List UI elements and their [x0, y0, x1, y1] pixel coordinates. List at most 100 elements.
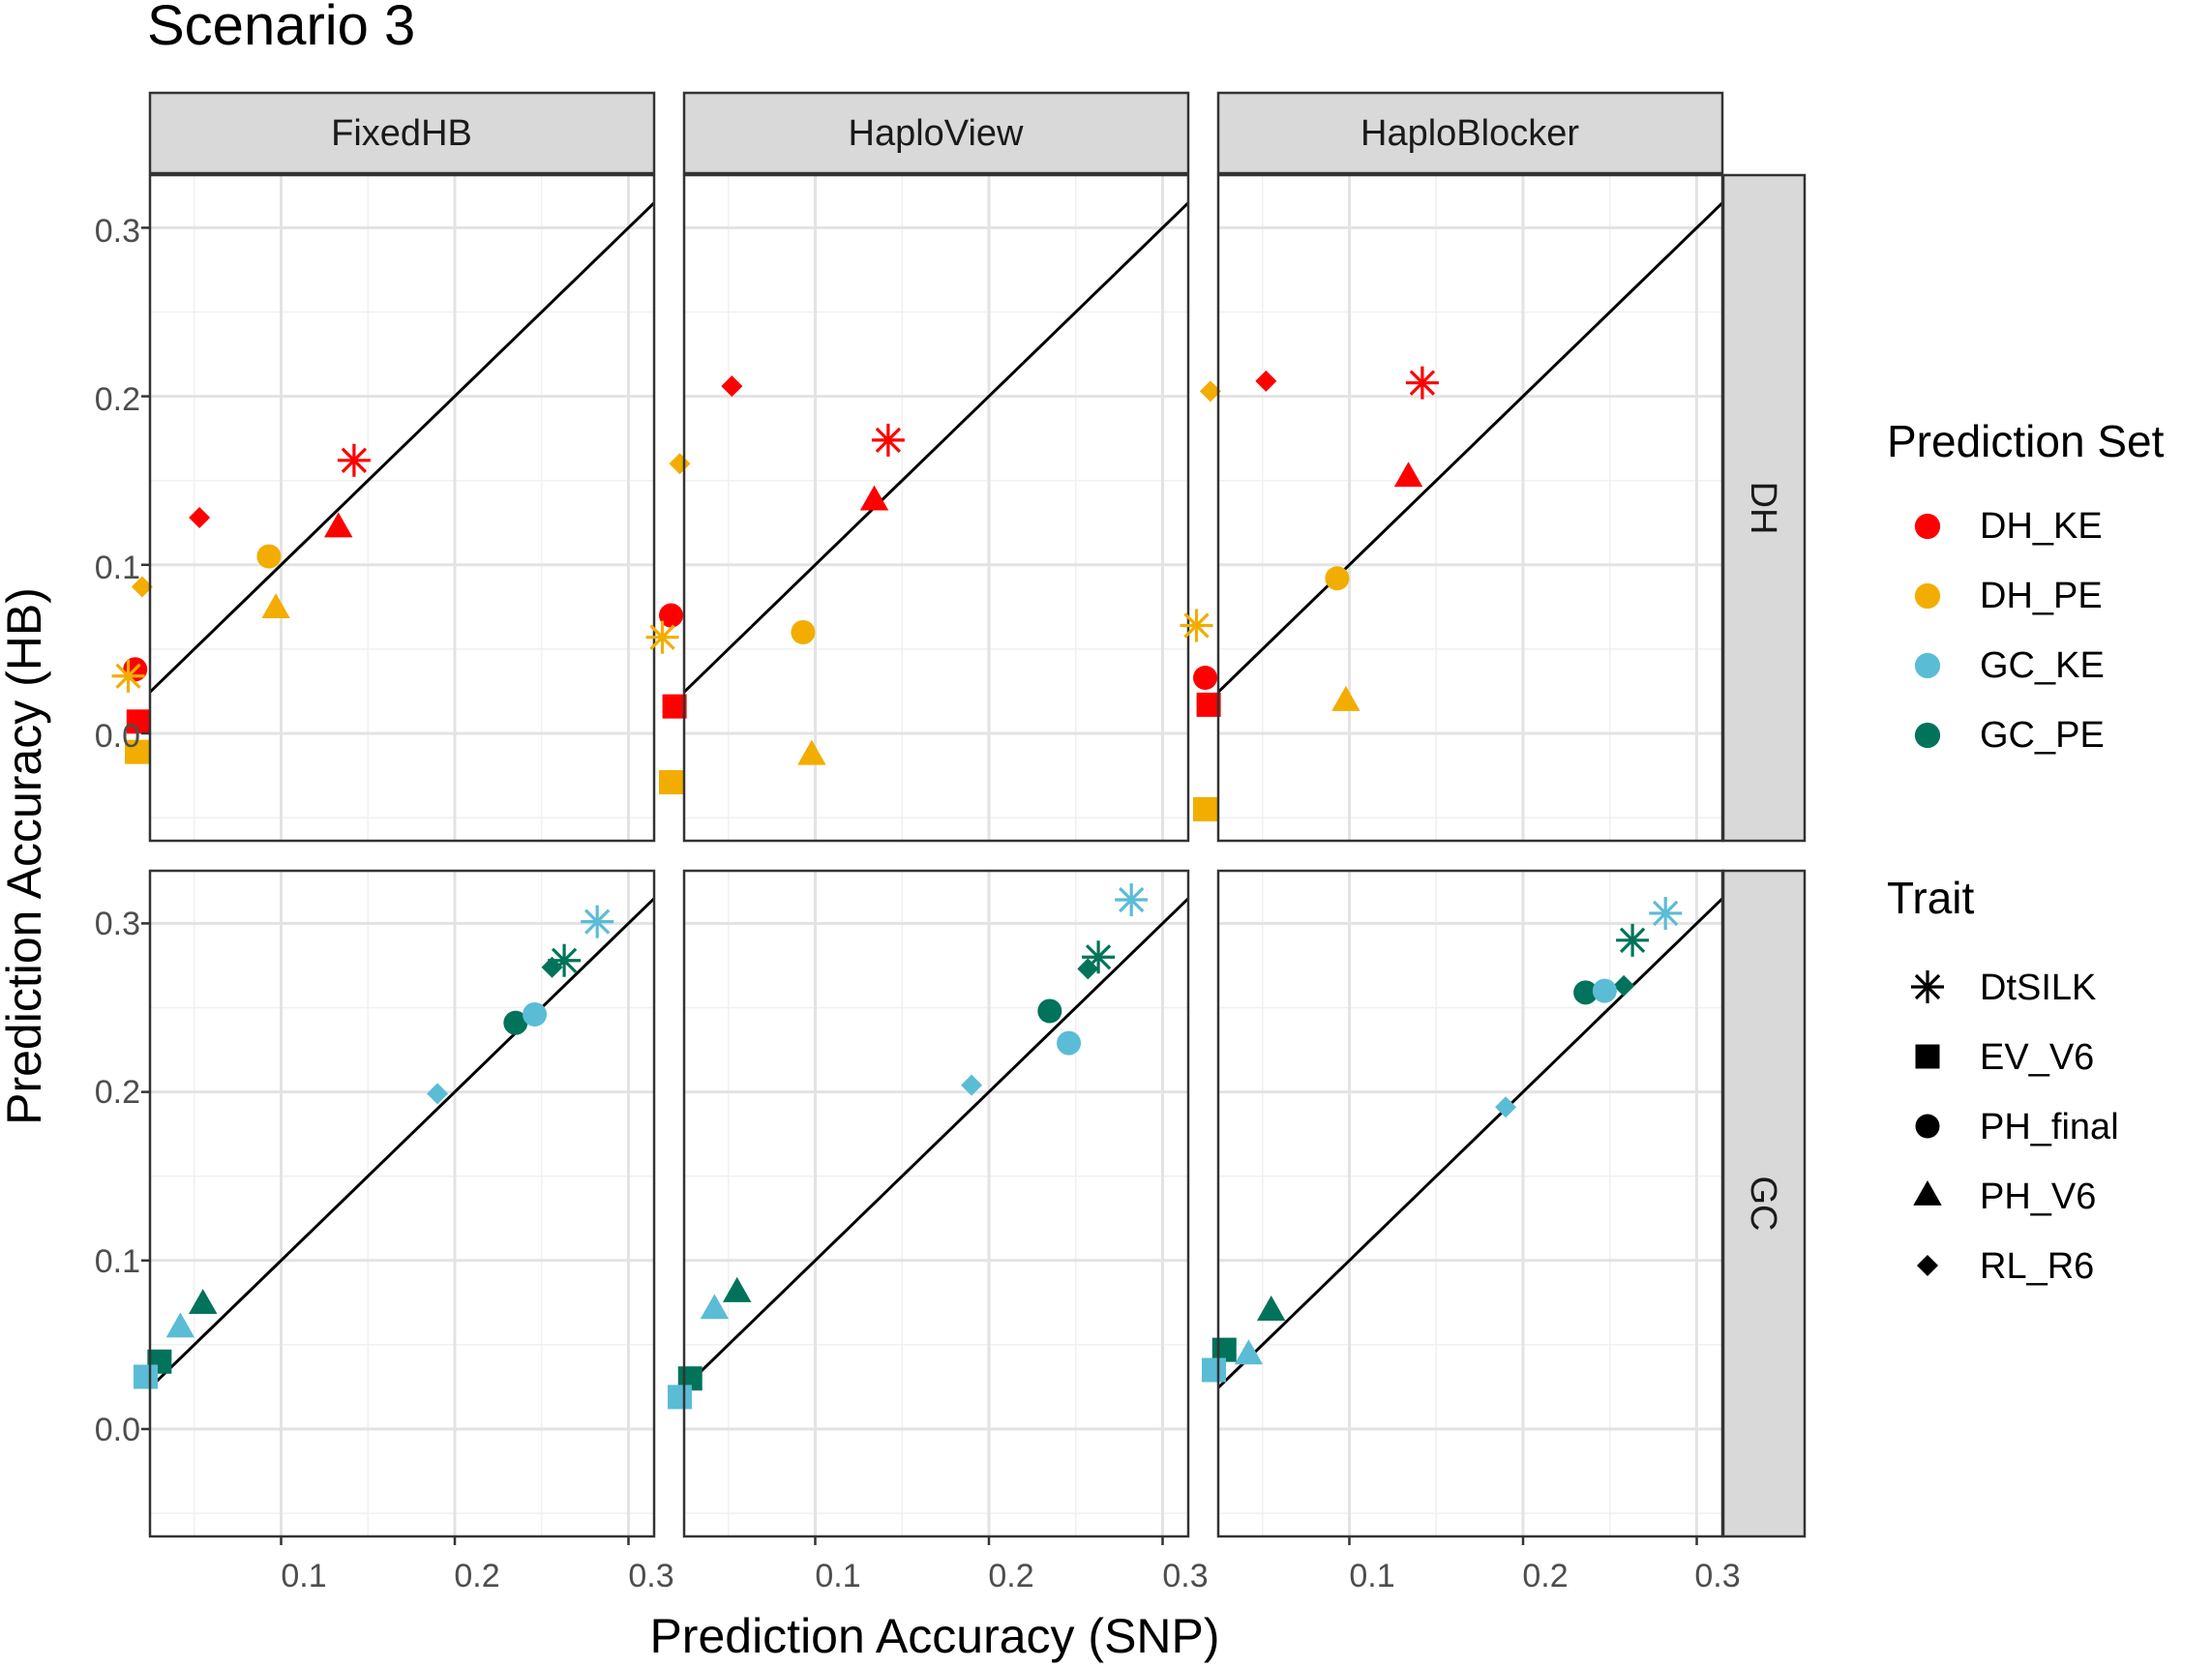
x-tick-label: 0.2 — [454, 1558, 499, 1594]
point-gc_ke-ph_v6 — [1234, 1339, 1264, 1365]
x-tick-label: 0.3 — [1162, 1558, 1208, 1594]
point-gc_ke-rl_r6 — [1495, 1096, 1517, 1118]
point-dh_pe-ph_v6 — [1331, 685, 1360, 711]
point-gc_pe-dtsilk — [1082, 940, 1116, 974]
point-gc_ke-ph_final — [1057, 1030, 1082, 1056]
y-tick-label: 0.2 — [95, 381, 140, 418]
panel-border — [682, 869, 1190, 1538]
gridlines — [1218, 871, 1722, 1536]
strip-label-haploblocker: HaploBlocker — [1360, 113, 1579, 154]
point-gc_ke-dtsilk — [581, 905, 614, 938]
point-dh_pe-rl_r6 — [1199, 380, 1221, 402]
y-tick-label: 0.0 — [95, 1412, 140, 1448]
panel-haploview-gc — [667, 869, 1190, 1545]
identity-line — [684, 200, 1188, 695]
x-tick-label: 0.2 — [988, 1558, 1033, 1594]
legend-label-ph-final: PH_final — [1980, 1107, 2119, 1147]
x-tick-label: 0.1 — [281, 1558, 326, 1594]
x-axis-title: Prediction Accuracy (SNP) — [649, 1609, 1219, 1663]
strip-row-1 — [1721, 173, 1807, 843]
strip-col-3 — [1216, 91, 1724, 175]
panel-border — [148, 173, 656, 843]
legend-label-ev-v6: EV_V6 — [1980, 1037, 2094, 1078]
marker-stroke — [115, 663, 141, 689]
strip-label-gc: GC — [1743, 1177, 1783, 1232]
gridlines — [150, 871, 654, 1536]
marker-stroke — [584, 908, 611, 935]
point-gc_ke-rl_r6 — [427, 1083, 449, 1105]
point-dh_ke-ph_v6 — [324, 512, 353, 538]
x-tick-label: 0.3 — [628, 1558, 673, 1594]
marker-stroke — [1119, 886, 1145, 913]
legend-key-ph_v6 — [1913, 1180, 1942, 1206]
point-dh_pe-dtsilk — [111, 659, 145, 693]
marker-stroke — [1183, 612, 1210, 639]
point-gc_ke-rl_r6 — [961, 1074, 983, 1096]
y-tick-label: 0.3 — [95, 906, 140, 942]
point-gc_ke-ev_v6 — [667, 1385, 692, 1410]
x-tick-label: 0.1 — [815, 1558, 860, 1594]
point-dh_ke-dtsilk — [871, 423, 905, 457]
legend-key-dh_ke — [1914, 513, 1941, 540]
legend: Prediction Set DH_KE DH_PE GC_KE GC_PE T… — [1887, 416, 2165, 1287]
y-tick-label: 0.3 — [95, 213, 140, 250]
y-tick-label: 0.0 — [95, 718, 140, 755]
point-gc_pe-ph_final — [503, 1010, 528, 1035]
marker-stroke — [341, 447, 368, 473]
marker-stroke — [1653, 900, 1679, 927]
scatter-points — [1180, 366, 1439, 821]
strip-col-2 — [682, 91, 1190, 175]
point-dh_pe-rl_r6 — [131, 576, 153, 598]
legend-label-dh-pe: DH_PE — [1980, 576, 2103, 616]
y-tick-label: 0.1 — [95, 1243, 140, 1280]
point-dh_ke-ph_final — [659, 603, 684, 628]
legend-label-dh-ke: DH_KE — [1980, 506, 2103, 547]
scatter-points — [667, 883, 1149, 1410]
panel-border — [1216, 173, 1724, 843]
panel-border — [148, 869, 656, 1538]
point-dh_ke-dtsilk — [1405, 366, 1439, 400]
point-dh_ke-ev_v6 — [1196, 692, 1221, 717]
panel-fixedhb-dh — [111, 173, 656, 843]
point-gc_pe-ph_v6 — [723, 1276, 752, 1302]
chart-title: Scenario 3 — [147, 0, 415, 57]
identity-line — [1218, 896, 1722, 1390]
scatter-points — [1201, 896, 1683, 1383]
point-gc_ke-ph_final — [523, 1001, 548, 1027]
point-gc_pe-rl_r6 — [1077, 958, 1099, 980]
point-dh_ke-rl_r6 — [189, 507, 211, 529]
point-dh_ke-ph_v6 — [859, 485, 889, 511]
identity-line — [684, 896, 1188, 1390]
axis-tick-labels: 0.3 0.2 0.1 0.0 0.3 0.2 0.1 0.0 0.1 0.2 … — [95, 213, 1741, 1594]
legend-label-rl-r6: RL_R6 — [1980, 1246, 2094, 1287]
panels-layer — [111, 173, 1724, 1545]
gridlines — [150, 175, 654, 841]
legend-title-trait: Trait — [1887, 873, 1975, 923]
strip-label-fixedhb: FixedHB — [331, 113, 472, 154]
y-axis-title: Prediction Accuracy (HB) — [0, 587, 51, 1125]
point-dh_ke-ev_v6 — [662, 694, 687, 719]
legend-key-ph_final — [1915, 1114, 1940, 1139]
marker-stroke — [1914, 973, 1941, 1000]
point-gc_ke-ph_v6 — [165, 1312, 195, 1338]
point-gc_pe-rl_r6 — [541, 956, 563, 978]
point-dh_ke-ph_v6 — [1393, 462, 1423, 488]
strip-row-2 — [1721, 869, 1807, 1538]
x-tick-label: 0.2 — [1522, 1558, 1568, 1594]
legend-key-gc_pe — [1914, 722, 1941, 749]
marker-stroke — [649, 624, 675, 650]
legend-key-dh_pe — [1914, 582, 1941, 610]
point-gc_ke-dtsilk — [1115, 883, 1149, 917]
legend-key-dtsilk — [1911, 970, 1944, 1003]
marker-stroke — [1409, 370, 1436, 396]
point-gc_pe-dtsilk — [1616, 923, 1650, 957]
marker-stroke — [875, 427, 902, 454]
marker-stroke — [1619, 927, 1646, 953]
strip-col-1 — [148, 91, 656, 175]
point-dh_ke-rl_r6 — [721, 375, 743, 398]
point-gc_ke-ph_final — [1592, 978, 1617, 1003]
x-tick-label: 0.1 — [1349, 1558, 1394, 1594]
point-dh_ke-rl_r6 — [1255, 370, 1277, 392]
legend-key-gc_ke — [1914, 652, 1941, 679]
